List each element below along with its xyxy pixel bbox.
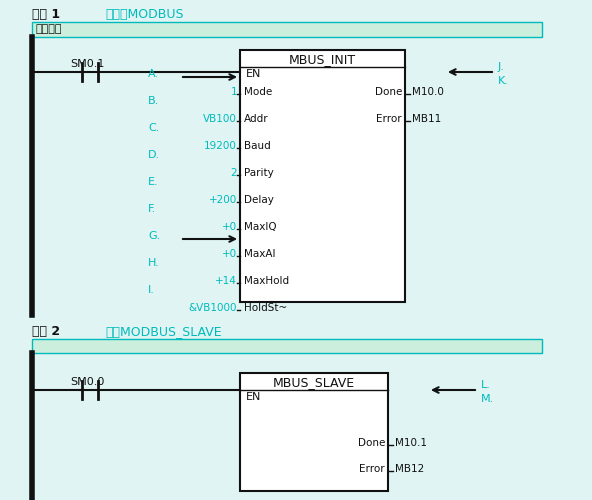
FancyBboxPatch shape bbox=[32, 339, 542, 353]
Text: Addr: Addr bbox=[244, 114, 269, 124]
Text: H.: H. bbox=[148, 258, 160, 268]
Text: M.: M. bbox=[481, 394, 494, 404]
Text: VB100: VB100 bbox=[203, 114, 237, 124]
Text: MB11: MB11 bbox=[412, 114, 441, 124]
Text: MB12: MB12 bbox=[395, 464, 424, 474]
Text: MaxAI: MaxAI bbox=[244, 249, 275, 259]
Text: Done: Done bbox=[358, 438, 385, 448]
Text: MaxIQ: MaxIQ bbox=[244, 222, 276, 232]
FancyBboxPatch shape bbox=[240, 373, 388, 491]
Text: 2: 2 bbox=[230, 168, 237, 178]
Text: 调用MODBUS_SLAVE: 调用MODBUS_SLAVE bbox=[105, 325, 221, 338]
Text: Mode: Mode bbox=[244, 87, 272, 97]
Text: MaxHold: MaxHold bbox=[244, 276, 289, 286]
Text: +14: +14 bbox=[215, 276, 237, 286]
Text: +200: +200 bbox=[209, 195, 237, 205]
Text: +0: +0 bbox=[222, 222, 237, 232]
Text: +0: +0 bbox=[222, 249, 237, 259]
Text: SM0.0: SM0.0 bbox=[70, 377, 104, 387]
Text: Done: Done bbox=[375, 87, 402, 97]
Text: Error: Error bbox=[377, 114, 402, 124]
Text: D.: D. bbox=[148, 150, 160, 160]
Text: EN: EN bbox=[246, 392, 262, 402]
Text: Baud: Baud bbox=[244, 141, 271, 151]
Text: 19200: 19200 bbox=[204, 141, 237, 151]
Text: 网络注释: 网络注释 bbox=[36, 24, 63, 34]
Text: 1: 1 bbox=[230, 87, 237, 97]
Text: MBUS_SLAVE: MBUS_SLAVE bbox=[273, 376, 355, 389]
Text: Error: Error bbox=[359, 464, 385, 474]
Text: J.: J. bbox=[498, 62, 505, 72]
Text: I.: I. bbox=[148, 285, 155, 295]
Text: Parity: Parity bbox=[244, 168, 274, 178]
Text: M10.0: M10.0 bbox=[412, 87, 444, 97]
Text: HoldSt~: HoldSt~ bbox=[244, 303, 287, 313]
Text: G.: G. bbox=[148, 231, 160, 241]
Text: SM0.1: SM0.1 bbox=[70, 59, 104, 69]
Text: 初始化MODBUS: 初始化MODBUS bbox=[105, 8, 184, 21]
Text: 网络 2: 网络 2 bbox=[32, 325, 60, 338]
Text: 网络 1: 网络 1 bbox=[32, 8, 60, 21]
Text: E.: E. bbox=[148, 177, 159, 187]
Text: MBUS_INIT: MBUS_INIT bbox=[289, 53, 356, 66]
Text: C.: C. bbox=[148, 123, 159, 133]
Text: &VB1000: &VB1000 bbox=[188, 303, 237, 313]
Text: M10.1: M10.1 bbox=[395, 438, 427, 448]
Text: L.: L. bbox=[481, 380, 491, 390]
Text: K.: K. bbox=[498, 76, 509, 86]
Text: EN: EN bbox=[246, 69, 262, 79]
FancyBboxPatch shape bbox=[240, 50, 405, 302]
Text: Delay: Delay bbox=[244, 195, 274, 205]
Text: A.: A. bbox=[148, 69, 159, 79]
Text: B.: B. bbox=[148, 96, 159, 106]
FancyBboxPatch shape bbox=[32, 22, 542, 37]
Text: F.: F. bbox=[148, 204, 156, 214]
